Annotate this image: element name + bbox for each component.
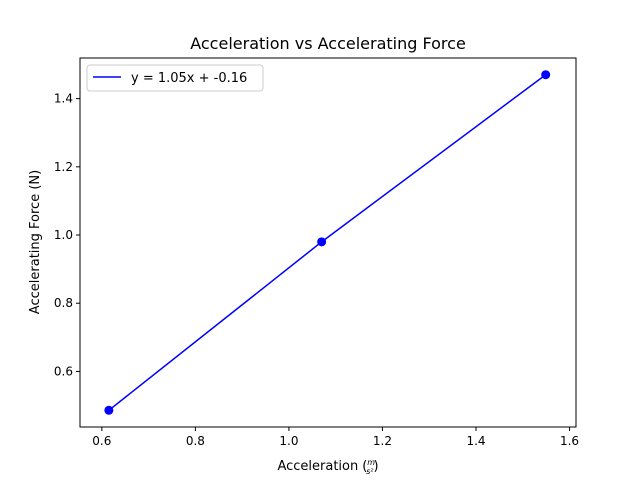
x-tick-label: 1.4 (466, 434, 485, 448)
x-axis-unit-numerator: m (367, 458, 375, 467)
data-point-marker (541, 70, 551, 80)
data-point-marker (317, 237, 327, 247)
axes-frame (79, 57, 577, 428)
x-tick-label: 1.0 (279, 434, 298, 448)
legend-entry-label: y = 1.05x + -0.16 (131, 71, 247, 86)
x-tick-label: 0.6 (92, 434, 111, 448)
marker-layer (104, 70, 551, 415)
y-tick-label: 0.8 (54, 296, 73, 310)
x-tick-label: 1.2 (373, 434, 392, 448)
x-axis-label-text: Acceleration (277, 459, 358, 474)
y-axis-label: Accelerating Force (N) (28, 170, 43, 314)
x-tick-label: 1.6 (560, 434, 579, 448)
y-tick-label: 0.6 (54, 364, 73, 378)
data-point-marker (104, 405, 114, 415)
x-axis-unit-denominator: s² (366, 467, 374, 476)
legend-box (86, 64, 264, 92)
chart-title: Acceleration vs Accelerating Force (190, 34, 466, 53)
x-tick-label: 0.8 (186, 434, 205, 448)
y-axis-ticks: 0.6 0.8 1.0 1.2 1.4 (54, 92, 80, 378)
plot-area (79, 57, 577, 428)
legend: y = 1.05x + -0.16 (86, 64, 264, 92)
y-tick-label: 1.0 (54, 228, 73, 242)
x-axis-label: Acceleration (m s²) (277, 458, 378, 476)
y-tick-label: 1.4 (54, 92, 73, 106)
y-tick-label: 1.2 (54, 160, 73, 174)
x-axis-ticks: 0.6 0.8 1.0 1.2 1.4 1.6 (92, 427, 579, 448)
